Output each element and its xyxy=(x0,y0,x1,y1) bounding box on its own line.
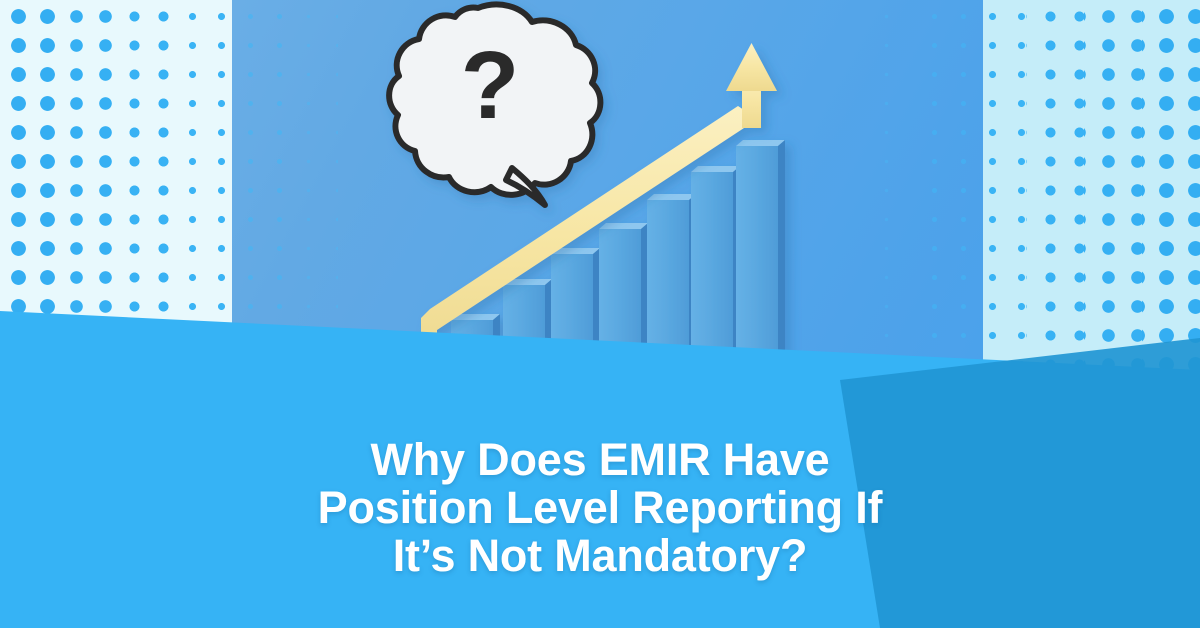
headline: Why Does EMIR Have Position Level Report… xyxy=(0,436,1200,580)
banner-corner-accent xyxy=(0,610,120,628)
banner-dark-wedge xyxy=(840,338,1200,628)
growth-arrow-icon xyxy=(421,43,777,362)
question-mark-glyph: ? xyxy=(461,32,520,139)
headline-line-2: Position Level Reporting If xyxy=(317,482,883,533)
headline-line-1: Why Does EMIR Have xyxy=(370,434,830,485)
bar-7 xyxy=(736,140,785,366)
thought-bubble-icon: ? xyxy=(386,1,604,208)
headline-line-3: It’s Not Mandatory? xyxy=(392,530,808,581)
